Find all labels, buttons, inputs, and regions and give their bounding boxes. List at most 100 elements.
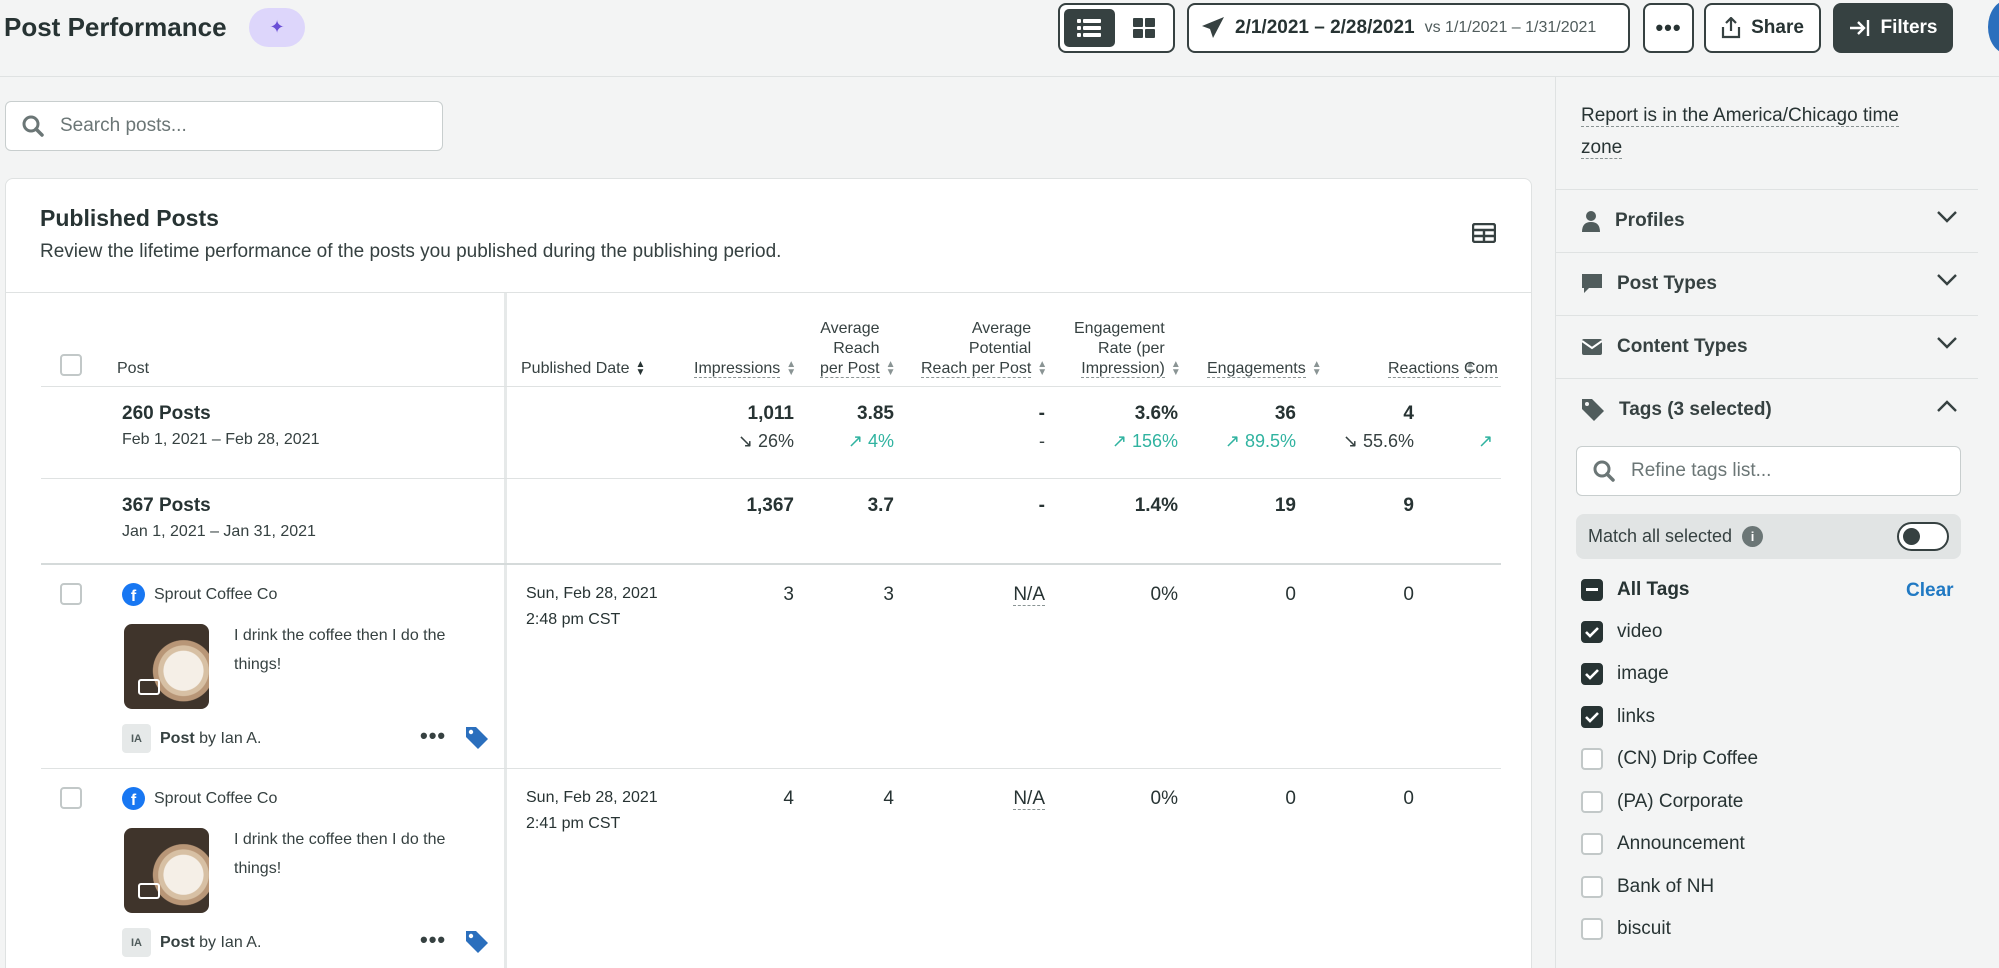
select-all-checkbox[interactable] bbox=[60, 354, 82, 376]
tag-option-image[interactable]: image bbox=[1581, 663, 1669, 685]
accordion-profiles[interactable]: Profiles bbox=[1556, 189, 1978, 252]
tag-checkbox[interactable] bbox=[1581, 748, 1603, 770]
ai-assist-button[interactable]: ✦ bbox=[249, 8, 305, 47]
divider bbox=[6, 292, 1531, 293]
all-tags-label: All Tags bbox=[1617, 579, 1690, 600]
post-author-label: by Ian A. bbox=[199, 933, 262, 951]
share-label: Share bbox=[1751, 17, 1804, 38]
all-tags-row[interactable]: All Tags bbox=[1581, 579, 1690, 601]
refine-tags-input[interactable] bbox=[1631, 460, 1951, 482]
row-checkbox[interactable] bbox=[60, 787, 82, 809]
tag-icon bbox=[1582, 399, 1604, 421]
column-header-published-date[interactable]: Published Date ▲ ▼ bbox=[521, 359, 645, 379]
table-settings-icon[interactable] bbox=[1471, 222, 1497, 248]
post-text[interactable]: I drink the coffee then I do the things! bbox=[234, 627, 446, 673]
post-type-label: Post bbox=[160, 729, 195, 747]
clear-tags-link[interactable]: Clear bbox=[1906, 580, 1954, 601]
refine-tags bbox=[1576, 446, 1961, 496]
sort-desc-icon: ▲ ▼ bbox=[635, 358, 646, 378]
post-thumbnail[interactable] bbox=[124, 624, 209, 709]
tag-option-cn-drip-coffee[interactable]: (CN) Drip Coffee bbox=[1581, 748, 1758, 770]
post-more-icon[interactable]: ••• bbox=[420, 927, 447, 952]
list-view-button[interactable] bbox=[1064, 9, 1115, 47]
user-avatar[interactable] bbox=[1988, 0, 1999, 54]
posts-table: Post Published Date ▲ ▼ Impressions ▲ ▼ Aver… bbox=[6, 293, 1501, 968]
accordion-post-types[interactable]: Post Types bbox=[1556, 252, 1978, 315]
author-avatar: IA bbox=[122, 724, 151, 753]
tag-checkbox[interactable] bbox=[1581, 791, 1603, 813]
tag-checkbox[interactable] bbox=[1581, 706, 1603, 728]
tag-option-biscuit[interactable]: biscuit bbox=[1581, 918, 1671, 940]
tag-label: Bank of NH bbox=[1617, 876, 1715, 897]
column-header-avg-potential-reach[interactable]: Average Potential Reach per Post ▲ ▼ bbox=[921, 319, 1047, 379]
row-avg-potential: N/A bbox=[1013, 584, 1045, 606]
sort-icon: ▲ ▼ bbox=[1311, 358, 1322, 378]
post-text[interactable]: I drink the coffee then I do the things! bbox=[234, 831, 446, 877]
accordion-label: Post Types bbox=[1617, 273, 1717, 294]
accordion-tags[interactable]: Tags (3 selected) bbox=[1556, 378, 1978, 441]
post-thumbnail[interactable] bbox=[124, 828, 209, 913]
summary-current-range: Feb 1, 2021 – Feb 28, 2021 bbox=[122, 431, 320, 448]
row-engagements: 0 bbox=[1285, 788, 1296, 809]
sort-icon: ▲ ▼ bbox=[1170, 358, 1181, 378]
tag-option-video[interactable]: video bbox=[1581, 621, 1662, 643]
tag-checkbox[interactable] bbox=[1581, 663, 1603, 685]
tag-label: (CN) Drip Coffee bbox=[1617, 748, 1759, 769]
grid-icon bbox=[1132, 18, 1155, 38]
tag-option-pa-corporate[interactable]: (PA) Corporate bbox=[1581, 791, 1743, 813]
column-header-engagement-rate[interactable]: Engagement Rate (per Impression) ▲ ▼ bbox=[1074, 319, 1181, 379]
tag-option-announcement[interactable]: Announcement bbox=[1581, 833, 1745, 855]
tag-option-links[interactable]: links bbox=[1581, 706, 1655, 728]
summary-current-title: 260 Posts bbox=[122, 403, 211, 424]
post-date: Sun, Feb 28, 2021 2:41 pm CST bbox=[526, 785, 658, 837]
summary-eng-rate-delta: ↗ 156% bbox=[1111, 431, 1178, 451]
tag-checkbox[interactable] bbox=[1581, 876, 1603, 898]
tag-checkbox[interactable] bbox=[1581, 833, 1603, 855]
column-header-reactions[interactable]: Reactions ▲ ▼ bbox=[1388, 359, 1475, 379]
accordion-content-types[interactable]: Content Types bbox=[1556, 315, 1978, 378]
accordion-label: Content Types bbox=[1617, 336, 1748, 357]
info-icon[interactable]: i bbox=[1742, 526, 1764, 547]
envelope-icon bbox=[1581, 339, 1603, 355]
view-toggle bbox=[1058, 3, 1175, 53]
tag-checkbox[interactable] bbox=[1581, 621, 1603, 643]
summary-avg-potential-delta: - bbox=[1039, 431, 1045, 451]
post-date-day: Sun, Feb 28, 2021 bbox=[526, 585, 658, 602]
previous-engagements: 19 bbox=[1274, 495, 1296, 516]
row-engagements: 0 bbox=[1285, 584, 1296, 605]
post-profile[interactable]: f Sprout Coffee Co bbox=[122, 787, 277, 810]
date-range-picker[interactable]: 2/1/2021 – 2/28/2021 vs 1/1/2021 – 1/31/… bbox=[1187, 3, 1630, 53]
search-input[interactable] bbox=[60, 115, 420, 137]
divider bbox=[41, 386, 1501, 387]
filters-label: Filters bbox=[1880, 17, 1938, 38]
match-all-toggle[interactable] bbox=[1897, 522, 1949, 551]
summary-reactions: 4 bbox=[1403, 403, 1414, 424]
na-value: N/A bbox=[1013, 584, 1045, 606]
tag-option-bank-of-nh[interactable]: Bank of NH bbox=[1581, 876, 1714, 898]
filters-button[interactable]: Filters bbox=[1833, 3, 1953, 53]
row-checkbox[interactable] bbox=[60, 583, 82, 605]
sparkle-icon: ✦ bbox=[269, 17, 285, 37]
all-tags-checkbox[interactable] bbox=[1581, 579, 1603, 601]
column-header-comments[interactable]: Com bbox=[1464, 359, 1498, 379]
column-header-engagements[interactable]: Engagements ▲ ▼ bbox=[1207, 359, 1322, 379]
share-button[interactable]: Share bbox=[1704, 3, 1821, 53]
tag-icon[interactable] bbox=[464, 725, 490, 754]
chevron-up-icon bbox=[1937, 400, 1957, 412]
na-value: N/A bbox=[1013, 788, 1045, 810]
avg-reach-label-1: Average bbox=[820, 320, 880, 337]
accordion-label: Tags (3 selected) bbox=[1619, 399, 1772, 420]
tag-icon[interactable] bbox=[464, 929, 490, 958]
grid-view-button[interactable] bbox=[1119, 9, 1170, 47]
tag-checkbox[interactable] bbox=[1581, 918, 1603, 940]
previous-avg-potential: - bbox=[1038, 495, 1045, 516]
divider bbox=[41, 478, 1501, 479]
post-more-icon[interactable]: ••• bbox=[420, 723, 447, 748]
post-profile[interactable]: f Sprout Coffee Co bbox=[122, 583, 277, 606]
column-header-avg-reach[interactable]: Average Reach per Post ▲ ▼ bbox=[820, 319, 896, 379]
date-range: 2/1/2021 – 2/28/2021 bbox=[1235, 17, 1415, 38]
post-author: IA Post by Ian A. bbox=[122, 724, 261, 753]
more-icon: ••• bbox=[1655, 15, 1682, 40]
column-header-impressions[interactable]: Impressions ▲ ▼ bbox=[694, 359, 796, 379]
more-options-button[interactable]: ••• bbox=[1643, 3, 1694, 53]
